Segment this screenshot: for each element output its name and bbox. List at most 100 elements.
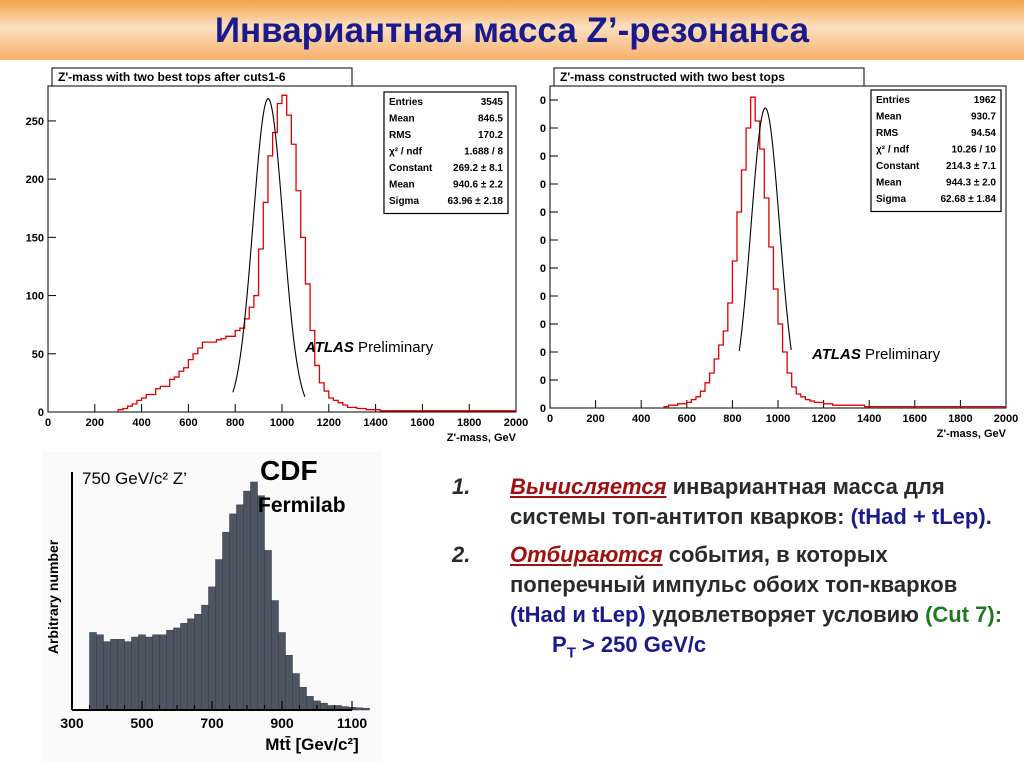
preliminary-label: Preliminary — [354, 339, 434, 356]
gaussian-fit-line — [738, 107, 792, 352]
histogram-bar — [355, 707, 363, 711]
stats-label: Mean — [389, 180, 415, 191]
legend-label: 750 GeV/c² Z’ — [82, 469, 187, 488]
stats-value: 62.68 ± 1.84 — [940, 194, 996, 205]
histogram-bar — [243, 490, 251, 711]
y-tick-label: 200 — [540, 123, 546, 135]
histogram-bar — [257, 495, 265, 711]
x-tick-label: 800 — [723, 413, 741, 425]
x-tick-label: 1600 — [903, 413, 927, 425]
histogram-bar — [131, 636, 139, 711]
y-tick-label: 40 — [540, 347, 546, 359]
histogram-bar — [250, 481, 258, 711]
x-tick-label: 2000 — [994, 413, 1018, 425]
stats-value: 170.2 — [478, 130, 503, 141]
x-tick-label: 600 — [678, 413, 696, 425]
x-axis-label: Mtt̄ [Gev/c²] — [265, 735, 359, 754]
list-number: 1. — [452, 474, 471, 499]
histogram-bar — [320, 702, 328, 711]
histogram-bar — [166, 629, 174, 711]
pt-symbol: P — [552, 632, 567, 657]
x-axis-label: Z'-mass, GeV — [937, 428, 1007, 440]
histogram-bar — [271, 600, 279, 711]
y-axis-label: Arbitrary number — [45, 539, 61, 654]
histogram-bar — [124, 641, 132, 711]
y-tick-label: 200 — [26, 174, 44, 186]
list-text: инвариантная масса для системы топ-антит… — [510, 474, 945, 529]
x-tick-label: 1000 — [766, 413, 790, 425]
histogram-bar — [138, 634, 146, 711]
gaussian-fit-line — [232, 98, 306, 398]
stats-label: Constant — [389, 163, 433, 174]
chart-title: Z'-mass with two best tops after cuts1-6 — [58, 70, 286, 84]
explanation-list: 1. Вычисляется инвариантная масса для си… — [452, 472, 1012, 676]
stats-value: 1962 — [974, 95, 997, 106]
fermilab-subtitle: Fermilab — [258, 494, 346, 517]
list-verb: Вычисляется — [510, 474, 667, 499]
histogram-bar — [110, 639, 118, 711]
histogram-bar — [96, 634, 104, 711]
y-tick-label: 100 — [26, 291, 44, 303]
histogram-bar — [117, 639, 125, 711]
histogram-bar — [299, 686, 307, 711]
stats-box — [870, 89, 1002, 213]
x-tick-label: 200 — [586, 413, 604, 425]
chart-title-box — [553, 67, 865, 87]
x-tick-label: 1200 — [317, 417, 341, 429]
stats-value: 214.3 ± 7.1 — [946, 161, 996, 172]
cdf-title: CDF — [260, 455, 318, 486]
y-tick-label: 100 — [540, 263, 546, 275]
x-tick-label: 0 — [547, 413, 553, 425]
histogram-bar — [208, 586, 216, 711]
histogram-bar — [285, 655, 293, 711]
stats-label: RMS — [389, 130, 412, 141]
histogram-series — [117, 94, 516, 412]
histogram-bar — [173, 627, 181, 711]
atlas-chart-after-cuts: Z'-mass with two best tops after cuts1-6… — [26, 67, 528, 444]
x-tick-label: 1100 — [337, 715, 368, 731]
stats-label: Sigma — [876, 194, 906, 205]
list-item: 1. Вычисляется инвариантная масса для си… — [452, 472, 1012, 532]
x-tick-label: 1800 — [457, 417, 481, 429]
histogram-bar — [159, 634, 167, 711]
x-tick-label: 800 — [226, 417, 244, 429]
y-tick-label: 80 — [540, 291, 546, 303]
stats-label: χ² / ndf — [389, 147, 423, 158]
histogram-bar — [89, 632, 97, 711]
atlas-label: ATLAS — [304, 339, 354, 356]
stats-label: Constant — [876, 161, 920, 172]
histogram-bar — [152, 634, 160, 711]
stats-value: 269.2 ± 8.1 — [453, 163, 503, 174]
stats-label: Sigma — [389, 196, 419, 207]
x-tick-label: 1000 — [270, 417, 294, 429]
pt-value: > 250 GeV/c — [575, 632, 707, 657]
histogram-bar — [201, 604, 209, 711]
atlas-chart-constructed: Z'-mass constructed with two best tops 0 2… — [540, 67, 1018, 440]
stats-label: Entries — [389, 97, 423, 108]
atlas-preliminary-label: ATLAS Preliminary — [811, 346, 941, 363]
title-bar: Инвариантная масса Z’-резонанса — [0, 0, 1024, 60]
histogram-bar — [362, 707, 370, 711]
x-tick-label: 1600 — [410, 417, 434, 429]
stats-value: 944.3 ± 2.0 — [946, 178, 996, 189]
pt-subscript: T — [566, 644, 576, 662]
x-tick-label: 1200 — [811, 413, 835, 425]
y-tick-label: 120 — [540, 235, 546, 247]
histogram-bar — [194, 613, 202, 711]
y-tick-label: 0 — [540, 403, 546, 415]
histogram-bar — [236, 504, 244, 711]
stats-label: Entries — [876, 95, 910, 106]
histogram-bar — [278, 632, 286, 711]
x-tick-label: 400 — [132, 417, 150, 429]
list-blue-text: (tHad и tLep) — [510, 602, 646, 627]
x-axis-label: Z'-mass, GeV — [447, 432, 517, 444]
x-tick-label: 400 — [632, 413, 650, 425]
histogram-bar — [229, 513, 237, 711]
pt-condition: PT > 250 GeV/c — [510, 630, 1012, 668]
histogram-bar — [180, 623, 188, 711]
list-item: 2. Отбираются события, в которых попереч… — [452, 540, 1012, 668]
atlas-preliminary-label: ATLAS Preliminary — [304, 339, 434, 356]
y-tick-label: 160 — [540, 179, 546, 191]
stats-value: 930.7 — [971, 112, 996, 123]
stats-label: Mean — [876, 178, 902, 189]
